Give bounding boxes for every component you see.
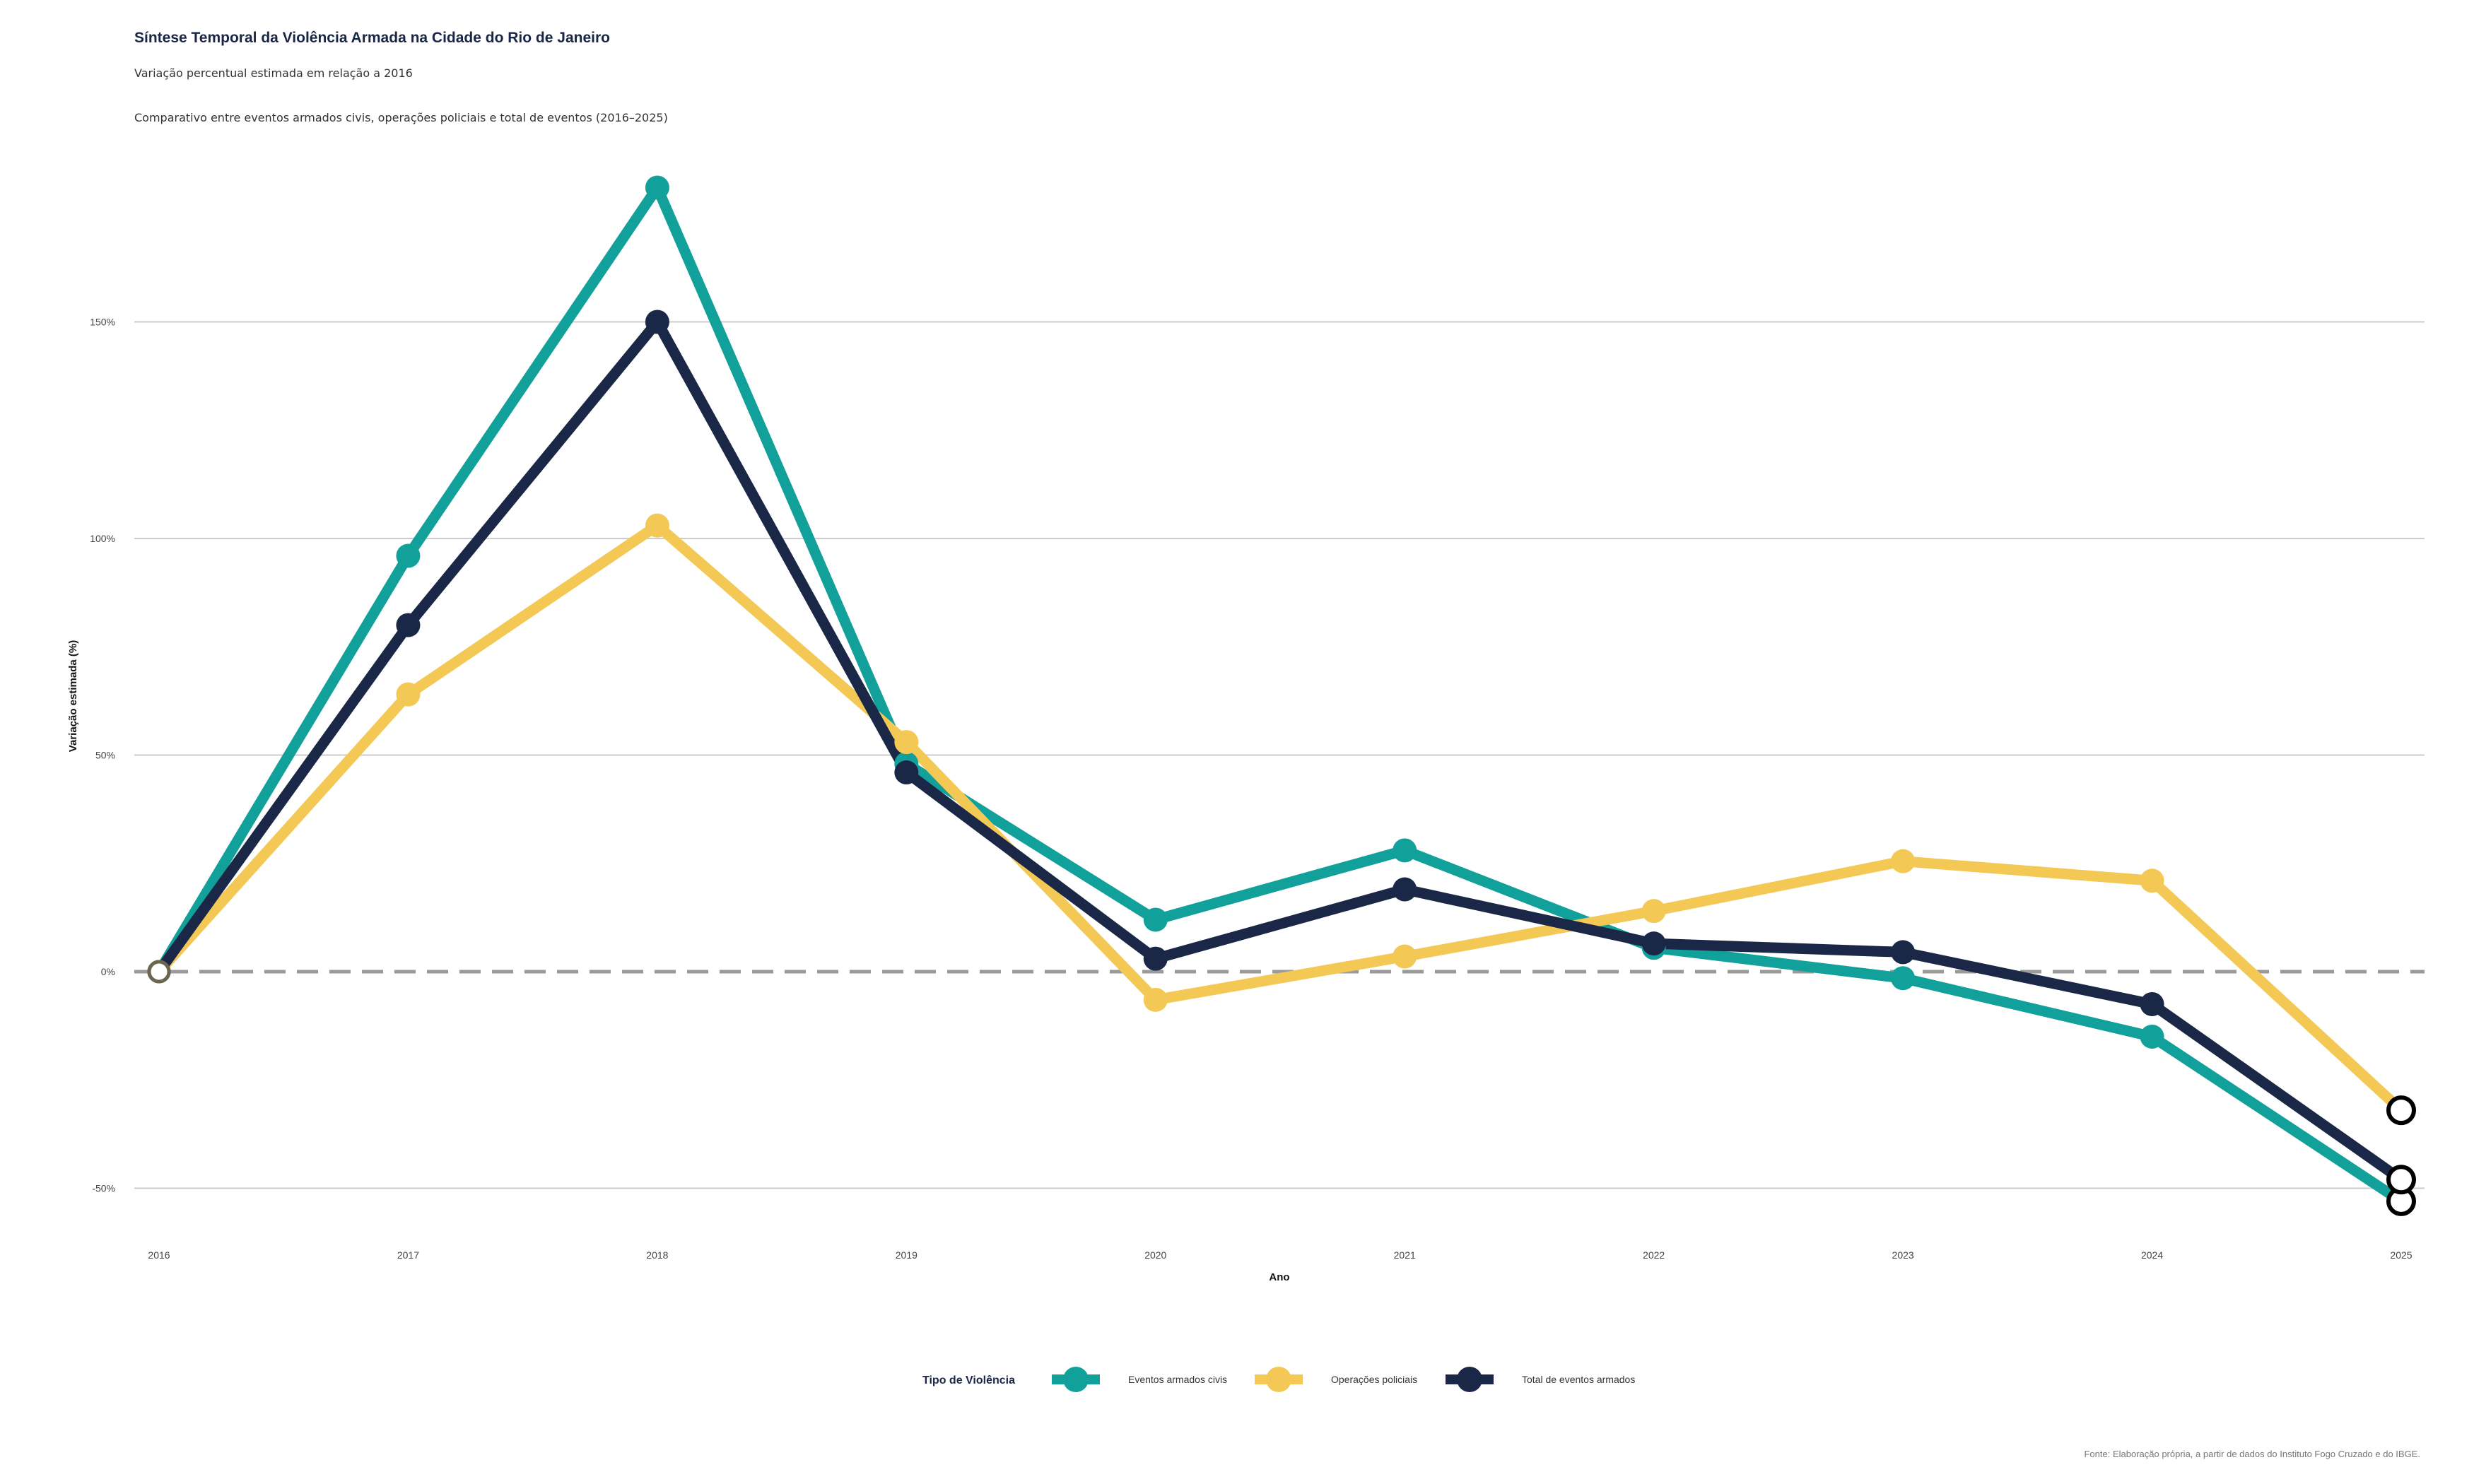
end-point: [2386, 1165, 2416, 1195]
data-point: [1393, 877, 1417, 902]
data-point: [1393, 944, 1417, 969]
data-point: [2140, 1024, 2164, 1049]
data-point: [1393, 838, 1417, 863]
x-axis-title: Ano: [1269, 1271, 1289, 1283]
data-point: [396, 682, 421, 707]
series-line: [153, 520, 2407, 1116]
y-tick-label: 150%: [90, 317, 115, 328]
data-point: [645, 513, 669, 538]
x-tick-label: 2024: [2141, 1249, 2163, 1261]
x-tick-label: 2022: [1643, 1249, 1665, 1261]
data-point: [1891, 966, 1916, 991]
series-line: [153, 182, 2407, 1207]
data-point: [1143, 907, 1168, 932]
y-axis-title: Variação estimada (%): [67, 640, 79, 752]
x-tick-label: 2025: [2390, 1249, 2412, 1261]
source-note: Fonte: Elaboração própria, a partir de d…: [2084, 1449, 2420, 1459]
data-point: [2140, 868, 2164, 893]
legend-title: Tipo de Violência: [922, 1374, 1015, 1386]
data-point: [2140, 991, 2164, 1016]
chart-title: Síntese Temporal da Violência Armada na …: [134, 30, 610, 46]
data-point: [645, 175, 669, 200]
x-tick-label: 2023: [1892, 1249, 1914, 1261]
data-point: [894, 730, 919, 755]
data-point: [396, 543, 421, 568]
data-point: [894, 760, 919, 785]
data-point: [1891, 940, 1916, 965]
legend-key-marker: [1063, 1367, 1089, 1392]
legend-label: Total de eventos armados: [1522, 1374, 1635, 1385]
x-tick-label: 2019: [896, 1249, 918, 1261]
data-point: [645, 310, 669, 334]
y-tick-label: 50%: [95, 750, 115, 761]
x-tick-label: 2016: [148, 1249, 170, 1261]
x-tick-label: 2020: [1144, 1249, 1166, 1261]
data-point: [1143, 946, 1168, 971]
data-point: [1143, 987, 1168, 1012]
legend-key-marker: [1457, 1367, 1482, 1392]
data-point: [1641, 899, 1666, 924]
data-point: [1641, 931, 1666, 956]
legend-key-marker: [1266, 1367, 1291, 1392]
series-line: [153, 317, 2407, 1185]
chart-subtitle: Variação percentual estimada em relação …: [134, 66, 413, 80]
x-tick-label: 2021: [1394, 1249, 1416, 1261]
legend-label: Eventos armados civis: [1128, 1374, 1227, 1385]
data-point: [1891, 849, 1916, 873]
y-tick-label: 100%: [90, 533, 115, 544]
y-tick-label: -50%: [92, 1183, 115, 1194]
legend-label: Operações policiais: [1331, 1374, 1417, 1385]
start-point: [147, 960, 171, 984]
x-tick-label: 2017: [397, 1249, 419, 1261]
x-tick-label: 2018: [646, 1249, 668, 1261]
y-tick-label: 0%: [101, 966, 115, 977]
data-point: [396, 613, 421, 637]
end-point: [2386, 1095, 2416, 1126]
chart-caption: Comparativo entre eventos armados civis,…: [134, 111, 668, 124]
